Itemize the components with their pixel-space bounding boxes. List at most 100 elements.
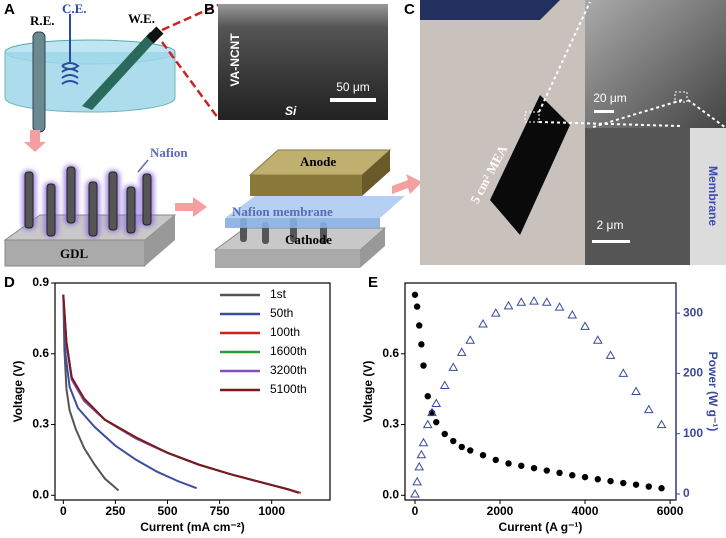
circle-marker xyxy=(530,464,538,472)
panel-label: B xyxy=(204,1,215,18)
triangle-marker xyxy=(541,297,552,306)
circle-marker xyxy=(467,447,474,454)
membrane-label: Nafion membrane xyxy=(232,204,333,219)
triangle-marker xyxy=(418,437,429,447)
triangle-marker xyxy=(605,350,616,359)
triangle-marker xyxy=(412,476,422,486)
triangle-marker xyxy=(516,297,527,306)
y2-axis-label: Power (W g⁻¹) xyxy=(706,352,720,432)
triangle-marker xyxy=(456,347,467,356)
cathode-label: Cathode xyxy=(285,232,332,247)
scale-bar xyxy=(330,98,376,102)
zoom-lines xyxy=(160,3,220,119)
gdl-label: GDL xyxy=(60,246,89,261)
triangle-marker xyxy=(631,386,641,395)
circle-marker xyxy=(441,430,448,438)
x-tick-label: 750 xyxy=(210,504,230,518)
circle-marker xyxy=(594,476,601,483)
circle-marker xyxy=(505,460,512,467)
circle-marker xyxy=(458,443,465,451)
legend-label: 1st xyxy=(270,287,287,301)
circle-marker xyxy=(607,477,614,485)
triangle-marker xyxy=(592,335,603,344)
zoom-box xyxy=(674,91,688,103)
we-label: W.E. xyxy=(128,11,155,26)
working-electrode xyxy=(82,32,160,110)
circle-marker xyxy=(620,479,627,487)
triangle-marker xyxy=(427,407,437,417)
panel-label: C xyxy=(404,1,415,18)
x-axis-label: Current (A g⁻¹) xyxy=(499,520,583,534)
circle-marker xyxy=(413,303,421,310)
legend-label: 3200th xyxy=(270,363,307,377)
scale-bar-top xyxy=(594,110,614,113)
circle-marker xyxy=(569,472,576,479)
triangle-marker xyxy=(439,380,450,389)
gdl-side xyxy=(145,215,175,266)
circle-marker xyxy=(450,437,457,445)
scale-bar-bottom xyxy=(592,240,630,243)
sem-top xyxy=(585,0,726,128)
line xyxy=(62,297,300,494)
y2-tick-label: 0 xyxy=(683,486,690,500)
anode-side xyxy=(362,150,390,196)
circle-marker xyxy=(433,418,440,426)
anode-label: Anode xyxy=(300,154,336,169)
x-tick-label: 2000 xyxy=(487,504,514,518)
sem-image xyxy=(218,4,388,120)
y-tick-label: 0.6 xyxy=(382,346,399,360)
circle-marker xyxy=(632,481,640,488)
circle-marker xyxy=(492,456,499,464)
circle-marker xyxy=(479,451,487,459)
film-label: VA-NCNT xyxy=(228,33,242,87)
reference-electrode xyxy=(32,31,46,133)
scale-label-bottom: 2 μm xyxy=(597,218,624,232)
legend-label: 1600th xyxy=(270,344,307,358)
membrane-label: Membrane xyxy=(706,166,720,226)
panel-a: A R.E. C.E. W.E. Nafion GDL xyxy=(3,1,207,267)
y-tick-label: 0.3 xyxy=(32,417,49,431)
y-tick-label: 0.6 xyxy=(32,346,49,360)
circle-marker xyxy=(543,467,550,474)
y2-tick-label: 100 xyxy=(683,426,703,440)
re-label: R.E. xyxy=(30,13,55,28)
membrane-region xyxy=(690,128,726,265)
y-axis-label: Voltage (V) xyxy=(361,361,375,423)
circle-marker xyxy=(418,341,425,348)
triangle-marker xyxy=(554,302,565,311)
mea-electrode xyxy=(490,95,570,235)
line xyxy=(62,294,302,494)
circle-marker xyxy=(518,462,525,469)
arrow-right xyxy=(392,174,422,194)
line xyxy=(62,299,297,493)
panel-label: A xyxy=(4,1,15,18)
x-tick-label: 4000 xyxy=(572,504,599,518)
membrane-top xyxy=(225,196,405,218)
cathode-front xyxy=(215,250,360,268)
triangle-marker xyxy=(416,449,427,459)
line xyxy=(62,294,120,492)
electrode-clip xyxy=(146,26,164,44)
anode-front xyxy=(250,175,362,196)
arrow-down xyxy=(24,130,46,152)
glove xyxy=(420,0,560,20)
circle-marker xyxy=(424,393,431,400)
circle-marker xyxy=(411,291,419,298)
x-tick-label: 0 xyxy=(60,504,67,518)
beaker xyxy=(4,52,176,113)
triangle-marker xyxy=(580,321,590,330)
triangle-marker xyxy=(448,362,459,371)
y-tick-label: 0.3 xyxy=(382,417,399,431)
triangle-marker xyxy=(465,335,476,344)
cathode-side xyxy=(360,228,385,268)
x-tick-label: 6000 xyxy=(657,504,684,518)
panel-b: B VA-NCNT Si 50 μm xyxy=(160,1,388,120)
y-tick-label: 0.0 xyxy=(382,487,399,501)
x-axis-label: Current (mA cm⁻²) xyxy=(140,520,245,534)
ce-label: C.E. xyxy=(62,1,87,16)
triangle-marker xyxy=(410,488,420,498)
circle-marker xyxy=(645,483,652,490)
triangle-marker xyxy=(422,419,433,429)
x-tick-label: 250 xyxy=(105,504,125,518)
counter-electrode xyxy=(61,14,80,85)
